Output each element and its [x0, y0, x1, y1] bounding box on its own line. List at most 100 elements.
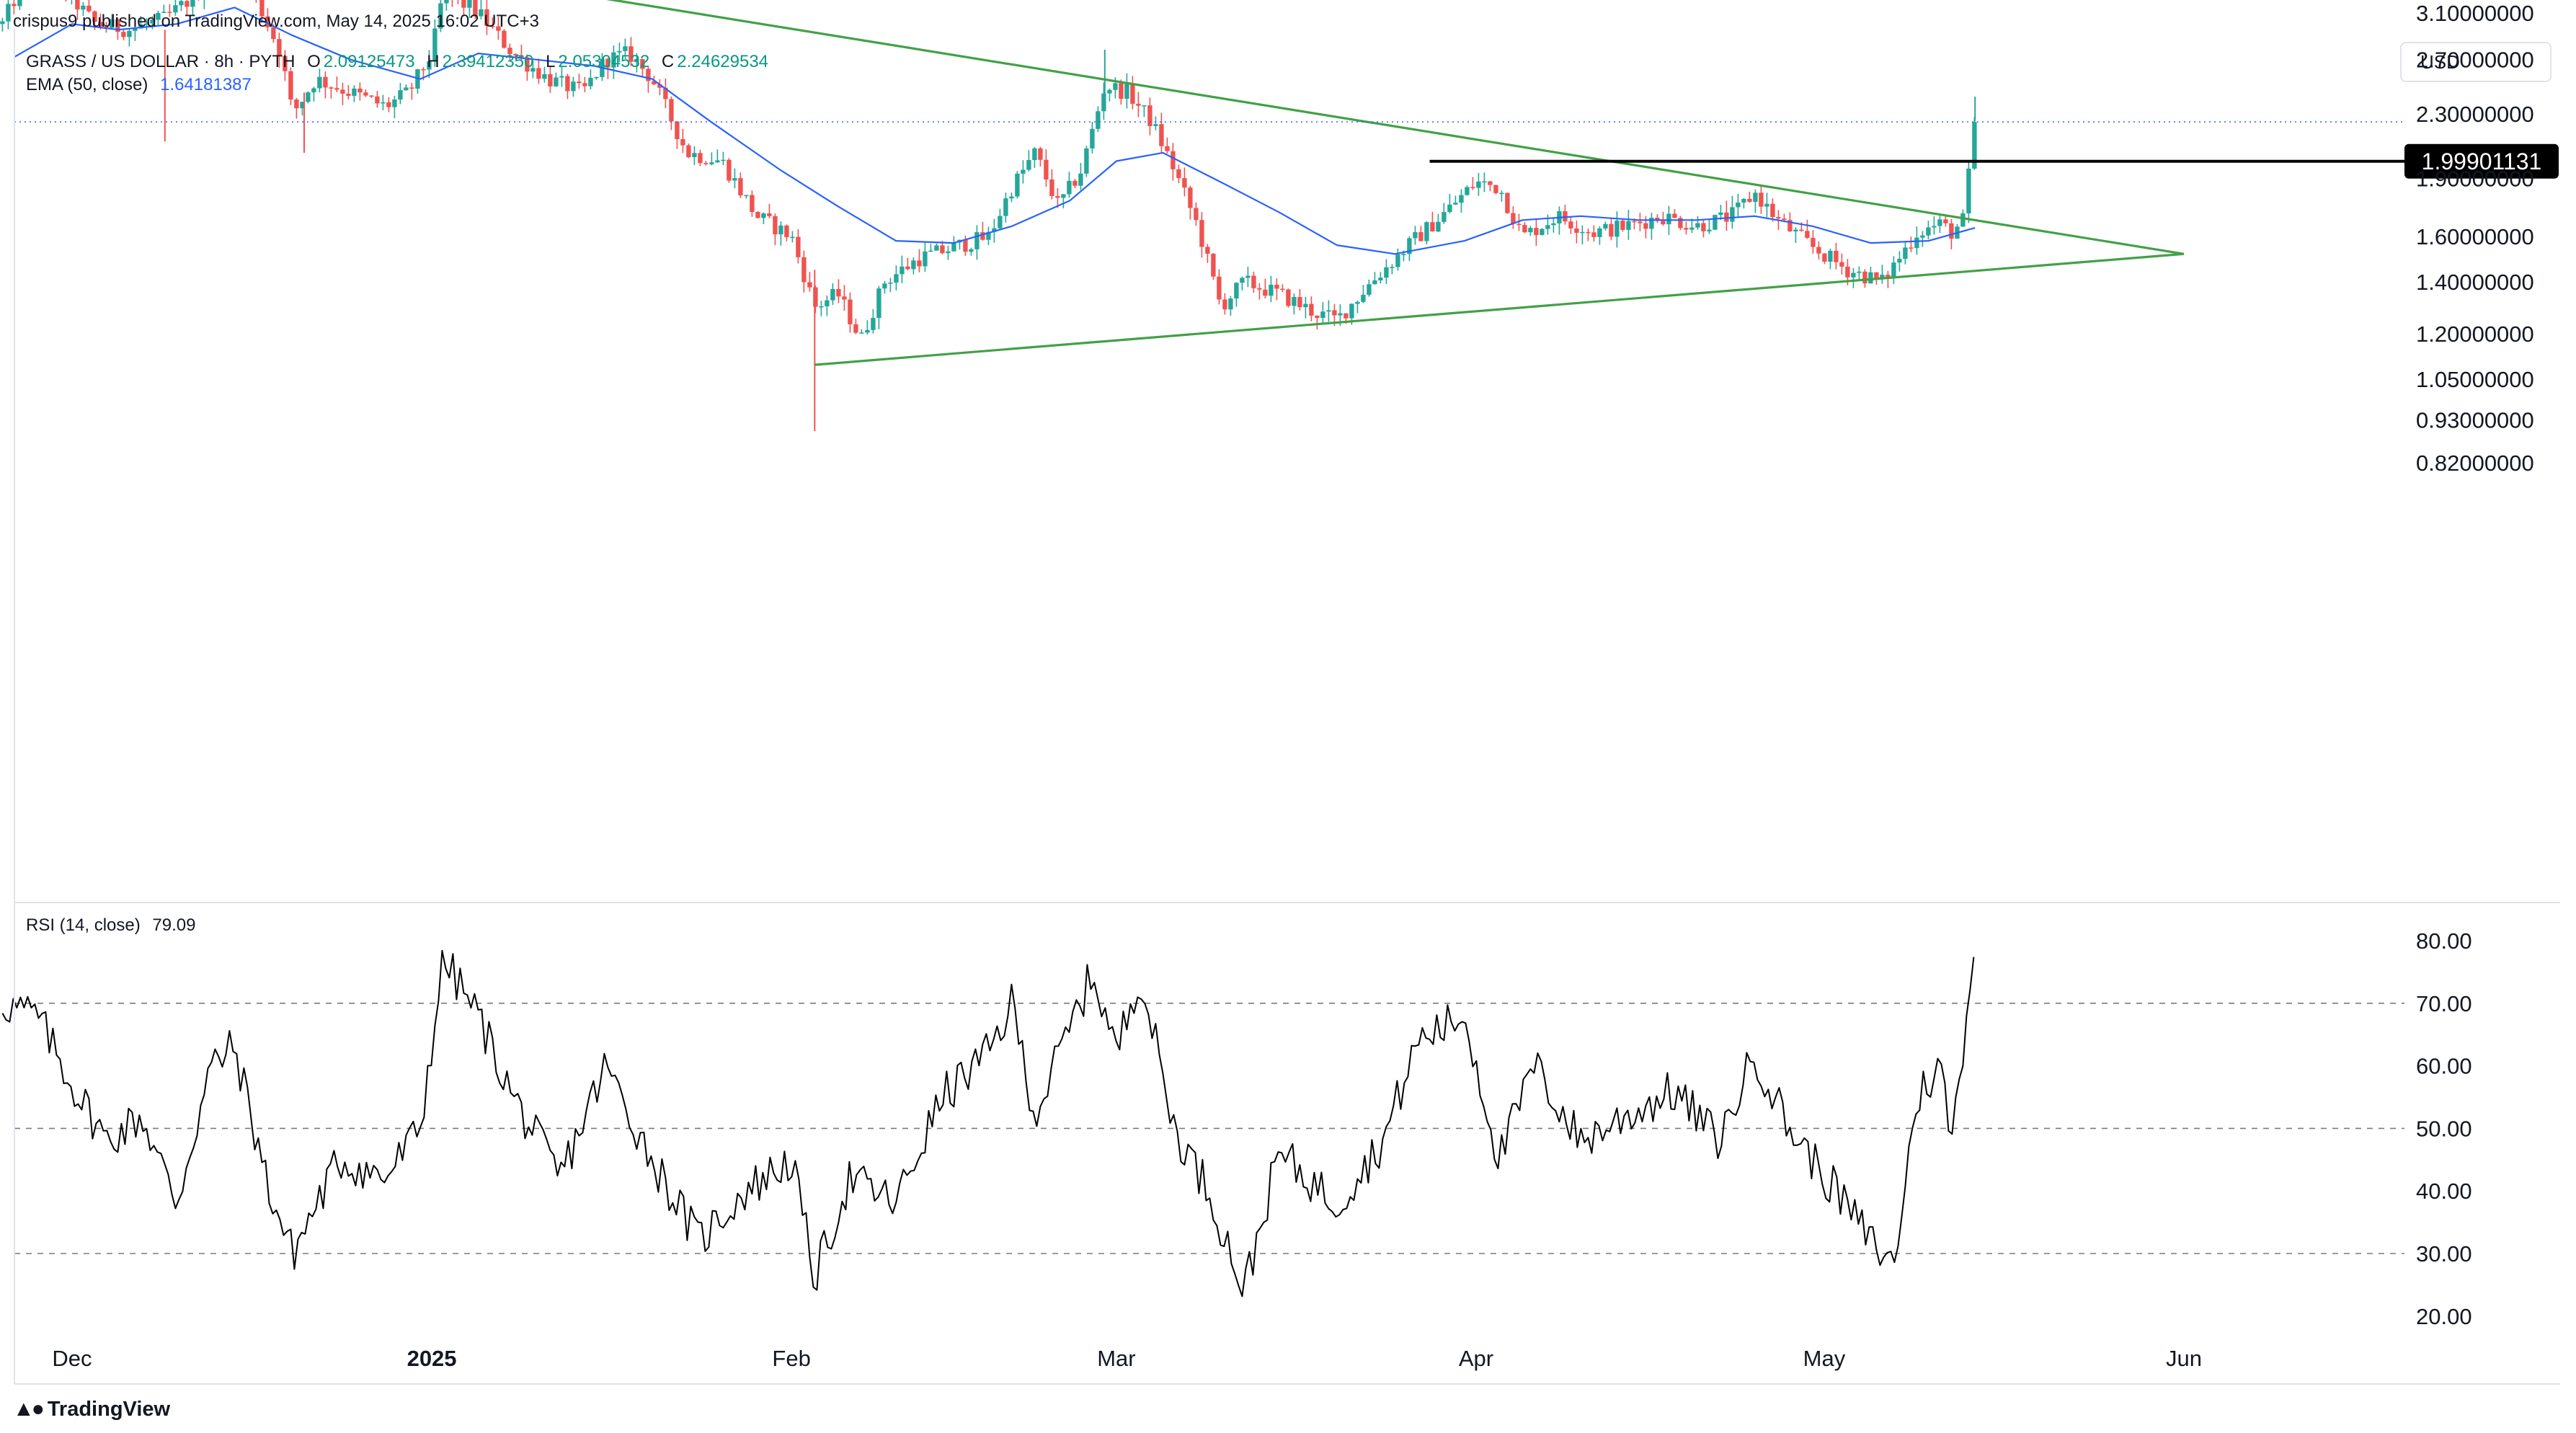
- candle-body-247: [1424, 222, 1429, 241]
- candle-body-216: [1245, 275, 1251, 278]
- rsi-tick-label-1: 70.00: [2416, 991, 2472, 1016]
- candle-body-120: [692, 153, 697, 158]
- candle-body-288: [1661, 221, 1666, 225]
- candle-body-148: [853, 324, 858, 333]
- currency-selector[interactable]: USD: [2400, 42, 2551, 82]
- candle-body-256: [1476, 181, 1481, 188]
- candle-body-340: [1960, 213, 1966, 227]
- candle-body-107: [617, 50, 622, 53]
- price-tick-label-9: 0.93000000: [2416, 408, 2534, 433]
- candle-body-50: [288, 71, 293, 100]
- candle-body-254: [1465, 187, 1470, 195]
- candle-body-259: [1493, 185, 1498, 193]
- candle-body-146: [842, 296, 847, 300]
- candle-body-318: [1834, 250, 1839, 262]
- candle-body-305: [1759, 192, 1764, 207]
- currency-label: USD: [2420, 50, 2460, 73]
- candle-body-13: [75, 0, 80, 10]
- candle-body-320: [1845, 266, 1850, 278]
- candle-body-197: [1136, 103, 1141, 106]
- candle-body-33: [190, 0, 195, 7]
- candle-body-94: [542, 74, 547, 79]
- candle-body-223: [1286, 289, 1291, 306]
- candle-body-331: [1909, 247, 1914, 249]
- candle-body-136: [784, 225, 789, 237]
- symbol-title[interactable]: GRASS / US DOLLAR · 8h · PYTH: [26, 52, 296, 71]
- candle-body-161: [928, 250, 933, 252]
- candle-body-265: [1528, 228, 1533, 233]
- rsi-tick-label-4: 40.00: [2416, 1179, 2472, 1204]
- candle-body-280: [1615, 221, 1620, 237]
- candle-body-20: [115, 19, 120, 32]
- candle-body-294: [1695, 223, 1700, 228]
- candle-body-172: [992, 228, 997, 232]
- candle-body-21: [121, 32, 126, 37]
- ema-legend[interactable]: EMA (50, close) 1.64181387: [26, 75, 259, 95]
- candle-body-292: [1684, 228, 1689, 230]
- candle-body-251: [1447, 204, 1452, 213]
- candle-body-55: [317, 76, 322, 89]
- candle-body-22: [127, 30, 132, 37]
- candle-body-335: [1932, 226, 1937, 228]
- candle-body-57: [329, 87, 334, 89]
- candle-body-0: [0, 21, 5, 25]
- candle-body-233: [1343, 313, 1349, 319]
- candle-body-99: [571, 81, 576, 92]
- candle-body-27: [156, 12, 161, 20]
- rsi-label[interactable]: RSI (14, close): [26, 915, 141, 935]
- published-by-text: crispus9 published on TradingView.com, M…: [13, 12, 539, 31]
- candle-body-25: [144, 23, 149, 25]
- candle-body-284: [1638, 221, 1643, 223]
- candle-body-86: [496, 26, 501, 31]
- candle-body-77: [444, 0, 449, 4]
- candle-body-102: [588, 77, 593, 86]
- rsi-legend[interactable]: RSI (14, close) 79.09: [26, 915, 203, 936]
- candle-body-332: [1914, 237, 1919, 249]
- candle-body-51: [294, 99, 299, 109]
- candle-body-67: [386, 102, 391, 107]
- candle-body-237: [1367, 284, 1372, 295]
- candle-body-135: [778, 225, 783, 235]
- candle-body-201: [1159, 124, 1164, 146]
- candle-body-212: [1222, 299, 1227, 310]
- candle-body-24: [138, 24, 143, 29]
- price-tick-label-3: 2.30000000: [2416, 102, 2534, 127]
- candle-body-82: [473, 0, 478, 17]
- candle-body-245: [1413, 232, 1418, 239]
- price-tick-label-7: 1.20000000: [2416, 321, 2534, 347]
- candle-body-19: [110, 19, 115, 28]
- candle-body-125: [721, 159, 726, 161]
- candle-body-121: [698, 153, 703, 164]
- candle-body-73: [421, 69, 426, 71]
- candle-body-272: [1568, 221, 1573, 229]
- rsi-pane[interactable]: [1, 949, 2404, 1297]
- price-pane[interactable]: [0, 0, 2404, 432]
- candle-body-15: [86, 5, 92, 12]
- candle-body-227: [1309, 303, 1314, 316]
- candle-body-264: [1522, 225, 1527, 233]
- candle-body-253: [1459, 195, 1464, 203]
- candle-body-58: [334, 88, 339, 90]
- candle-body-14: [81, 5, 86, 10]
- high-value: 2.39412350: [442, 52, 534, 71]
- candle-body-117: [675, 121, 680, 140]
- candle-body-210: [1211, 253, 1216, 277]
- candle-body-215: [1240, 278, 1245, 283]
- candle-body-273: [1574, 228, 1579, 233]
- candle-body-165: [951, 242, 956, 252]
- candle-body-16: [92, 11, 97, 22]
- candle-body-244: [1407, 238, 1412, 254]
- candle-body-108: [623, 46, 628, 51]
- candle-body-81: [467, 0, 472, 8]
- symbol-legend[interactable]: GRASS / US DOLLAR · 8h · PYTH O 2.0912547…: [26, 52, 776, 72]
- level-tag-label-1: 1.99901131: [2422, 148, 2542, 174]
- ema-label[interactable]: EMA (50, close): [26, 75, 148, 94]
- candle-body-169: [974, 232, 980, 249]
- price-tick-label-1: 3.10000000: [2416, 1, 2534, 26]
- candle-body-262: [1511, 213, 1516, 224]
- candle-body-80: [461, 0, 466, 8]
- candle-body-258: [1488, 181, 1493, 185]
- candle-body-191: [1101, 93, 1106, 112]
- candle-body-151: [871, 318, 876, 330]
